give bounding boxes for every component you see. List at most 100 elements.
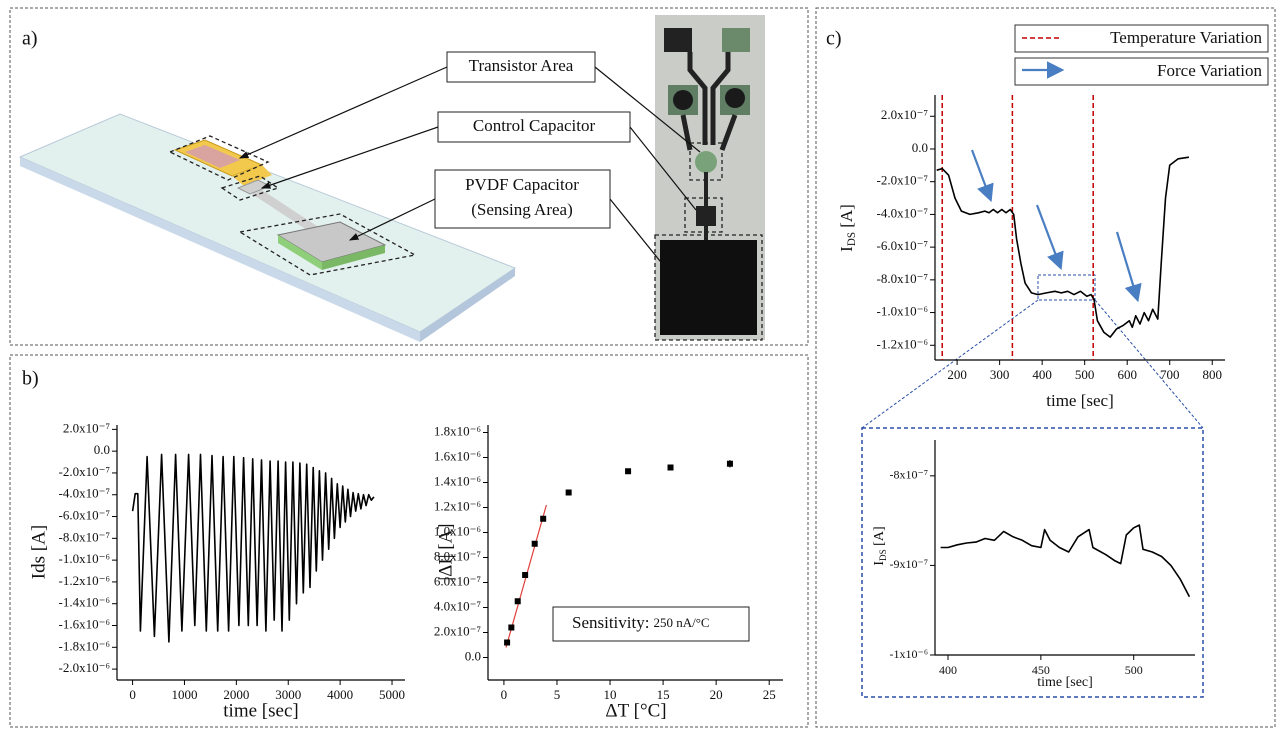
- y-tick-label: -1.0x10⁻⁶: [59, 551, 110, 566]
- x-tick-label: 500: [1075, 367, 1095, 382]
- x-tick-label: 400: [1032, 367, 1052, 382]
- y-tick-label: -1.0x10⁻⁶: [877, 304, 928, 319]
- y-tick-label: 0.0: [94, 442, 110, 457]
- x-tick-label: 800: [1202, 367, 1222, 382]
- y-tick-label: 1.4x10⁻⁶: [434, 473, 481, 488]
- y-axis-label: IDS [A]: [872, 526, 888, 565]
- data-point: [540, 515, 547, 522]
- x-tick-label: 400: [939, 663, 957, 677]
- y-tick-label: 4.0x10⁻⁷: [434, 598, 481, 613]
- data-point: [667, 464, 674, 471]
- x-tick-label: 20: [710, 687, 723, 702]
- data-point: [565, 489, 572, 496]
- panel-letter: b): [22, 368, 39, 390]
- y-tick-label: 2.0x10⁻⁷: [63, 420, 110, 435]
- x-tick-label: 1000: [171, 687, 197, 702]
- x-tick-label: 450: [1032, 663, 1050, 677]
- panel-frame: [9, 7, 809, 346]
- device-illustration: Transistor Area Control Capacitor PVDF C…: [18, 15, 765, 342]
- x-tick-label: 300: [990, 367, 1010, 382]
- data-line: [936, 156, 1190, 338]
- zoom-connector: [861, 299, 1039, 429]
- x-axis-label: time [sec]: [1046, 391, 1114, 410]
- panel-frame: [815, 7, 1276, 728]
- y-tick-label: -1.4x10⁻⁶: [59, 595, 110, 610]
- data-point: [504, 639, 511, 646]
- y-tick-label: 0.0: [465, 648, 481, 663]
- y-tick-label: 8.0x10⁻⁷: [434, 548, 481, 563]
- y-axis-label-main: I: [837, 246, 856, 252]
- y-tick-label: -6.0x10⁻⁷: [877, 238, 928, 253]
- y-tick-label: -2.0x10⁻⁷: [877, 173, 928, 188]
- y-tick-label: 1.0x10⁻⁶: [434, 523, 481, 538]
- data-point: [508, 624, 515, 631]
- x-tick-label: 700: [1160, 367, 1180, 382]
- x-tick-label: 3000: [275, 687, 301, 702]
- y-tick-label: 0.0: [912, 140, 928, 155]
- y-tick-label: -8x10⁻⁷: [889, 468, 928, 482]
- y-tick-label: 2.0x10⁻⁷: [434, 623, 481, 638]
- x-tick-label: 200: [947, 367, 967, 382]
- force-arrow: [1035, 204, 1064, 271]
- legend-label: Force Variation: [1157, 61, 1262, 80]
- data-point: [522, 572, 529, 578]
- y-tick-label: -9x10⁻⁷: [889, 557, 928, 571]
- y-tick-label: -2.0x10⁻⁷: [59, 464, 110, 479]
- y-tick-label: -4.0x10⁻⁷: [877, 205, 928, 220]
- y-tick-label: 1.2x10⁻⁶: [434, 498, 481, 513]
- diagram-label: Transistor Area: [469, 56, 574, 75]
- force-arrow: [1115, 231, 1142, 303]
- panel-letter: c): [826, 28, 842, 50]
- data-point: [514, 598, 521, 605]
- y-tick-label: -1.8x10⁻⁶: [59, 638, 110, 653]
- x-tick-label: 0: [129, 687, 136, 702]
- y-tick-label: 1.6x10⁻⁶: [434, 448, 481, 463]
- y-axis-label: |ΔI| [A]: [435, 523, 456, 580]
- y-axis-label-sub: DS: [878, 549, 888, 561]
- data-line: [131, 453, 375, 643]
- y-axis-label: IDS [A]: [837, 204, 858, 252]
- panel-letter: a): [22, 28, 38, 50]
- data-point: [531, 540, 538, 547]
- x-tick-label: 0: [501, 687, 508, 702]
- y-tick-label: -2.0x10⁻⁶: [59, 660, 110, 675]
- force-arrow: [970, 149, 994, 203]
- inset-frame: [861, 427, 1204, 698]
- y-axis-label-unit: [A]: [837, 204, 856, 232]
- x-tick-label: 5: [554, 687, 561, 702]
- y-tick-label: 6.0x10⁻⁷: [434, 573, 481, 588]
- y-tick-label: -4.0x10⁻⁷: [59, 486, 110, 501]
- annotation-box: [552, 606, 750, 642]
- x-tick-label: 2000: [223, 687, 249, 702]
- y-axis-label: Ids [A]: [28, 525, 49, 579]
- diagram-label: (Sensing Area): [471, 200, 573, 219]
- x-tick-label: 25: [763, 687, 776, 702]
- y-tick-label: -8.0x10⁻⁷: [877, 271, 928, 286]
- y-axis-label-unit: [A]: [872, 526, 887, 549]
- x-tick-label: 10: [604, 687, 617, 702]
- annotation-label: Sensitivity: 250 nA/°C: [572, 613, 710, 632]
- y-tick-label: -1x10⁻⁶: [889, 647, 928, 661]
- diagram-label: PVDF Capacitor: [465, 175, 579, 194]
- zoom-connector: [1094, 299, 1204, 429]
- x-axis-label: ΔT [°C]: [605, 700, 666, 721]
- annotation-value: 250 nA/°C: [653, 615, 709, 630]
- x-axis-label: time [sec]: [223, 700, 298, 721]
- x-tick-label: 15: [657, 687, 670, 702]
- y-axis-label-main: I: [872, 561, 887, 566]
- y-tick-label: 1.8x10⁻⁶: [434, 423, 481, 438]
- y-axis-label-sub: DS: [846, 232, 858, 246]
- zoom-box: [1037, 274, 1096, 301]
- data-point: [726, 460, 733, 467]
- y-tick-label: -1.2x10⁻⁶: [59, 573, 110, 588]
- data-point: [625, 468, 632, 475]
- y-tick-label: -1.6x10⁻⁶: [59, 616, 110, 631]
- x-axis-label: time [sec]: [1037, 675, 1093, 690]
- y-tick-label: 2.0x10⁻⁷: [881, 107, 928, 122]
- data-line: [940, 524, 1191, 598]
- diagram-label: Control Capacitor: [473, 116, 596, 135]
- annotation-label: Sensitivity:: [572, 613, 649, 632]
- y-tick-label: -6.0x10⁻⁷: [59, 508, 110, 523]
- x-tick-label: 500: [1125, 663, 1143, 677]
